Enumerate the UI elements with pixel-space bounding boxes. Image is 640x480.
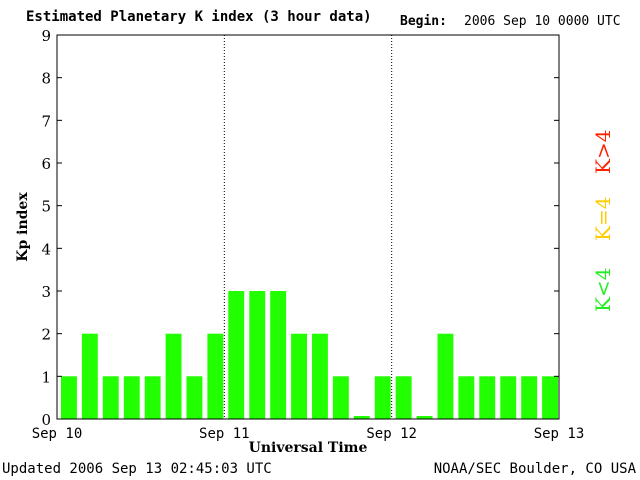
kp-bar	[500, 376, 517, 419]
y-tick-label: 5	[41, 198, 51, 216]
bars-group	[61, 291, 558, 419]
x-tick-label: Sep 13	[534, 426, 585, 442]
kp-bar	[186, 376, 203, 419]
x-axis-label: Universal Time	[249, 440, 368, 456]
updated-timestamp: Updated 2006 Sep 13 02:45:03 UTC	[2, 461, 272, 477]
legend-k-less-4: K<4	[591, 267, 615, 312]
kp-bar	[228, 291, 245, 419]
kp-bar	[312, 333, 328, 419]
x-tick-label: Sep 10	[32, 426, 83, 442]
kp-bar	[416, 416, 433, 419]
kp-bar	[270, 291, 287, 419]
y-tick-label: 2	[41, 326, 51, 344]
kp-bar	[291, 333, 307, 419]
kp-bar	[479, 376, 496, 419]
data-source: NOAA/SEC Boulder, CO USA	[433, 461, 636, 477]
x-tick-label: Sep 11	[199, 426, 250, 442]
kp-bar	[249, 291, 266, 419]
plot-frame	[56, 34, 560, 420]
y-tick-label: 4	[41, 240, 51, 258]
y-tick-label: 8	[41, 70, 51, 88]
y-tick-label: 6	[41, 155, 51, 173]
x-tick-label: Sep 12	[366, 426, 417, 442]
legend-k-greater-4: K>4	[591, 129, 615, 174]
y-tick-label: 3	[41, 283, 51, 301]
begin-label: Begin:	[400, 14, 447, 29]
legend-k-equal-4: K=4	[591, 196, 615, 241]
kp-bar	[81, 333, 98, 419]
kp-bar	[353, 416, 370, 419]
kp-bar	[458, 376, 475, 419]
kp-bar	[207, 333, 224, 419]
kp-bar	[542, 376, 558, 419]
kp-bar	[395, 376, 412, 419]
y-tick-label: 1	[41, 368, 51, 386]
y-tick-label: 9	[41, 27, 51, 45]
begin-value: 2006 Sep 10 0000 UTC	[464, 14, 621, 29]
kp-bar	[165, 333, 182, 419]
y-axis-ticks: 0 1 2 3 4 5 6 7 8 9	[41, 27, 559, 429]
kp-bar	[144, 376, 161, 419]
y-tick-label: 0	[41, 411, 51, 429]
kp-bar	[374, 376, 391, 419]
kp-bar	[61, 376, 77, 419]
kp-bar	[102, 376, 119, 419]
kp-bar	[437, 333, 454, 419]
x-axis-ticks: Sep 10 Sep 11 Sep 12 Sep 13	[32, 426, 585, 442]
y-tick-label: 7	[41, 112, 51, 130]
kp-bar	[123, 376, 140, 419]
kp-bar	[521, 376, 538, 419]
chart-title: Estimated Planetary K index (3 hour data…	[26, 9, 372, 25]
kp-bar	[332, 376, 349, 419]
y-axis-label: Kp index	[15, 192, 31, 262]
day-separators	[223, 35, 393, 419]
